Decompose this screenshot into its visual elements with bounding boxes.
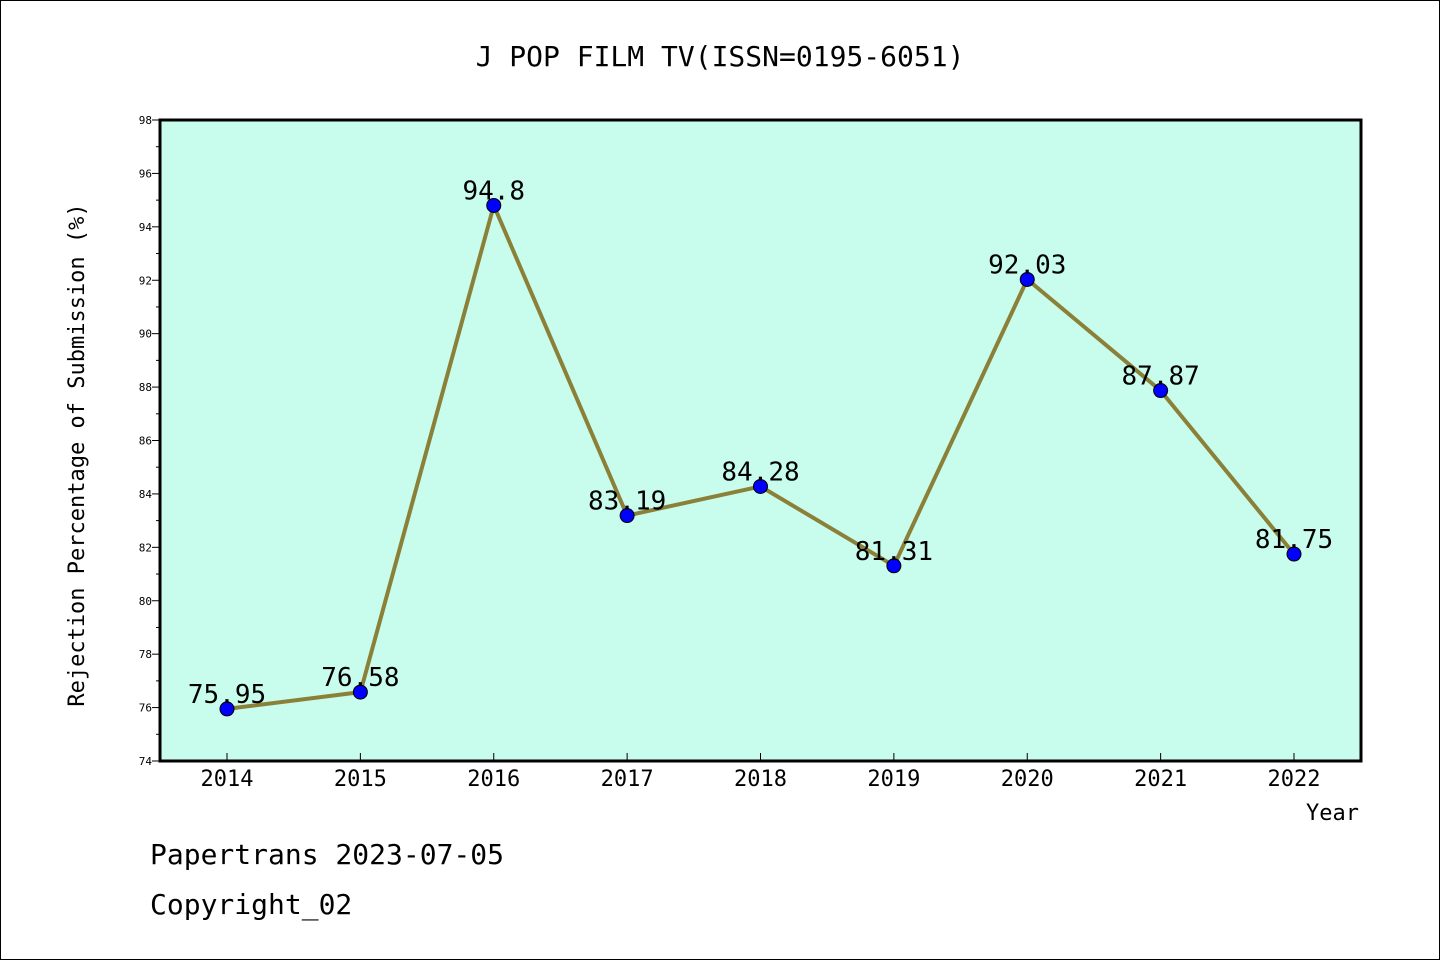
x-tick-label: 2022 [1268, 767, 1321, 792]
data-label: 75.95 [188, 680, 266, 710]
plot-border [158, 118, 1363, 763]
x-axis-label: Year [1306, 801, 1359, 826]
plot-area [160, 120, 1361, 761]
y-tick-label: 82 [139, 541, 152, 554]
data-point [753, 478, 768, 494]
x-tick-label: 2015 [334, 767, 387, 792]
y-tick-label: 80 [139, 595, 152, 608]
chart-title: J POP FILM TV(ISSN=0195-6051) [476, 40, 965, 73]
y-axis-label: Rejection Percentage of Submission (%) [65, 203, 90, 706]
y-tick-label: 76 [139, 702, 152, 715]
y-tick-label: 88 [139, 381, 152, 394]
x-tick-label: 2020 [1001, 767, 1054, 792]
data-point [219, 701, 235, 717]
data-point [486, 197, 502, 213]
data-label: 81.75 [1255, 525, 1333, 555]
y-tick-label: 86 [139, 435, 152, 448]
x-tick-label: 2019 [867, 767, 920, 792]
data-point [1286, 546, 1302, 562]
data-labels-group: 75.95 76.58 94.8 83.19 84.28 81.31 92.03 87.87 8… [188, 176, 1333, 709]
series-points-group [219, 197, 1302, 717]
data-label: 83.19 [588, 487, 666, 517]
x-axis: 2014 2015 2016 2017 2018 2019 2020 2021 2022 [201, 753, 1321, 792]
data-label: 84.28 [721, 457, 799, 487]
data-point [619, 508, 635, 524]
x-tick-label: 2014 [201, 767, 254, 792]
footer-copyright: Copyright_02 [150, 888, 352, 922]
y-tick-label: 74 [139, 755, 153, 768]
footer-date: Papertrans 2023-07-05 [150, 838, 504, 871]
y-tick-label: 84 [139, 488, 153, 501]
y-tick-label: 96 [139, 167, 152, 180]
data-label: 81.31 [855, 537, 933, 567]
data-point [352, 684, 368, 700]
data-label: 92.03 [988, 250, 1066, 280]
data-label: 94.8 [462, 176, 525, 206]
data-label: 76.58 [321, 663, 399, 693]
y-tick-label: 94 [139, 221, 153, 234]
data-point [1019, 271, 1035, 287]
data-point [886, 558, 902, 574]
y-tick-label: 90 [139, 328, 152, 341]
y-axis: 74 76 78 80 82 84 86 88 90 92 94 96 98 [139, 114, 160, 768]
x-tick-label: 2016 [467, 767, 520, 792]
y-tick-label: 98 [139, 114, 152, 127]
x-tick-label: 2017 [601, 767, 654, 792]
data-point [1153, 383, 1169, 399]
data-label: 87.87 [1121, 362, 1199, 392]
x-tick-label: 2018 [734, 767, 787, 792]
y-tick-label: 78 [139, 648, 152, 661]
y-tick-label: 92 [139, 274, 152, 287]
x-tick-label: 2021 [1134, 767, 1187, 792]
